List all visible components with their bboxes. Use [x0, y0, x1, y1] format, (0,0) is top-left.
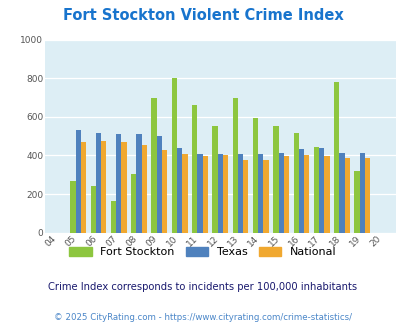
Bar — [344, 158, 349, 233]
Bar — [293, 133, 298, 233]
Bar — [324, 156, 329, 233]
Bar — [75, 130, 81, 233]
Bar — [197, 154, 202, 233]
Bar — [177, 148, 182, 233]
Bar — [101, 141, 106, 233]
Bar — [116, 134, 121, 233]
Bar — [273, 125, 278, 233]
Bar — [217, 154, 222, 233]
Bar — [354, 171, 359, 233]
Bar — [192, 105, 197, 233]
Bar — [313, 147, 318, 233]
Bar — [212, 125, 217, 233]
Text: Crime Index corresponds to incidents per 100,000 inhabitants: Crime Index corresponds to incidents per… — [48, 282, 357, 292]
Bar — [258, 154, 263, 233]
Bar — [96, 133, 101, 233]
Bar — [90, 186, 96, 233]
Bar — [359, 152, 364, 233]
Bar — [111, 201, 116, 233]
Bar — [263, 160, 268, 233]
Bar — [81, 142, 86, 233]
Bar — [243, 160, 248, 233]
Bar — [182, 154, 187, 233]
Bar — [303, 155, 309, 233]
Text: Fort Stockton Violent Crime Index: Fort Stockton Violent Crime Index — [62, 8, 343, 23]
Bar — [162, 149, 167, 233]
Bar — [136, 134, 141, 233]
Bar — [232, 98, 237, 233]
Bar — [252, 118, 258, 233]
Bar — [222, 155, 228, 233]
Bar — [202, 156, 207, 233]
Bar — [70, 181, 75, 233]
Bar — [318, 148, 324, 233]
Bar — [141, 145, 147, 233]
Bar — [339, 153, 344, 233]
Legend: Fort Stockton, Texas, National: Fort Stockton, Texas, National — [65, 242, 340, 262]
Bar — [364, 158, 369, 233]
Bar — [151, 98, 156, 233]
Bar — [278, 153, 283, 233]
Bar — [333, 82, 339, 233]
Bar — [156, 136, 162, 233]
Bar — [131, 174, 136, 233]
Bar — [283, 156, 288, 233]
Bar — [237, 154, 243, 233]
Bar — [298, 149, 303, 233]
Bar — [121, 142, 126, 233]
Bar — [171, 78, 177, 233]
Text: © 2025 CityRating.com - https://www.cityrating.com/crime-statistics/: © 2025 CityRating.com - https://www.city… — [54, 313, 351, 322]
